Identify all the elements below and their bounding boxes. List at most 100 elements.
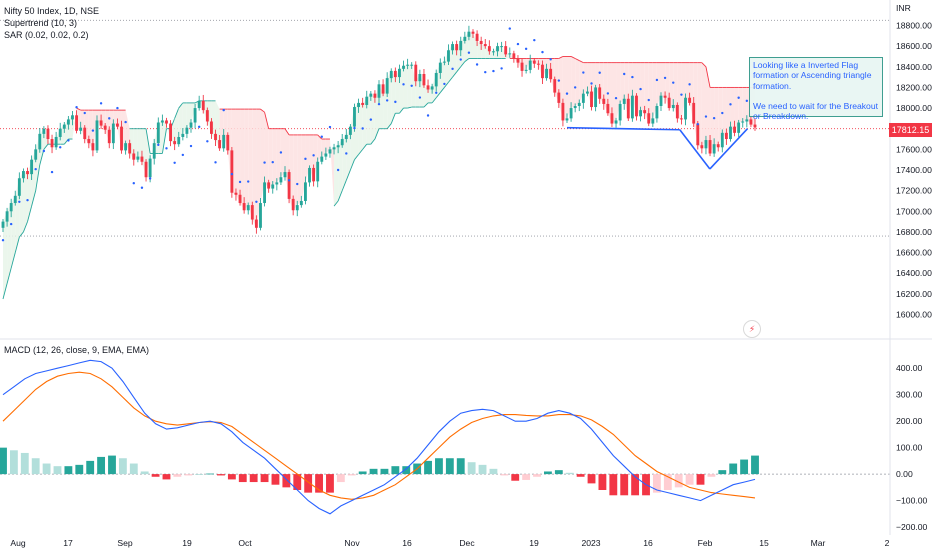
macd-tick-label: 100.00 <box>896 443 923 453</box>
macd-legend[interactable]: MACD (12, 26, close, 9, EMA, EMA) <box>4 345 150 355</box>
trend-line <box>566 126 680 131</box>
macd-histogram-bar <box>31 458 40 475</box>
supertrend-fill-segment <box>681 62 686 120</box>
candle-body <box>71 115 74 120</box>
supertrend-fill-segment <box>280 128 285 178</box>
supertrend-fill-segment <box>244 109 249 211</box>
candle-body <box>156 122 160 144</box>
macd-histogram-bar <box>86 460 95 475</box>
macd-histogram-bar <box>631 474 640 496</box>
supertrend-fill-segment <box>346 126 351 181</box>
supertrend-fill-segment <box>718 87 723 148</box>
candle-body <box>753 124 757 128</box>
supertrend-fill-segment <box>329 139 335 207</box>
time-tick-label: 16 <box>402 538 412 548</box>
supertrend-fill-segment <box>710 87 715 154</box>
macd-histogram-bar <box>20 452 29 475</box>
candle-body <box>483 44 487 47</box>
price-tick-label: 17000.00 <box>896 206 932 216</box>
macd-pane[interactable] <box>0 359 890 515</box>
supertrend-fill-segment <box>501 46 506 59</box>
supertrend-fill-segment <box>186 102 191 128</box>
sar-dot <box>623 72 626 76</box>
sar-dot <box>492 69 495 73</box>
supertrend-legend[interactable]: Supertrend (10, 3) <box>4 18 78 28</box>
sar-dot <box>279 151 283 154</box>
symbol-title[interactable]: Nifty 50 Index, 1D, NSE <box>4 6 100 16</box>
sar-dot <box>42 149 46 153</box>
candle-body <box>414 64 418 82</box>
candle-body <box>328 149 332 154</box>
macd-histogram-bar <box>238 474 247 483</box>
supertrend-line-segment <box>284 128 290 136</box>
supertrend-line-segment <box>43 143 49 150</box>
candle-body <box>369 93 373 97</box>
candle-body <box>111 123 115 144</box>
sar-legend[interactable]: SAR (0.02, 0.02, 0.2) <box>4 30 89 40</box>
time-tick-label: Sep <box>117 538 133 548</box>
macd-histogram-bar <box>358 471 367 475</box>
lightning-icon[interactable]: ⚡ <box>743 320 761 338</box>
supertrend-line-segment <box>145 128 151 154</box>
sar-dot <box>197 125 201 129</box>
candle-body <box>38 133 42 150</box>
macd-histogram-bar <box>445 458 454 475</box>
candle-body <box>26 171 29 175</box>
macd-tick-label: 400.00 <box>896 363 923 373</box>
candle-body <box>724 132 728 140</box>
supertrend-line-segment <box>260 108 265 113</box>
time-tick-label: 19 <box>529 538 539 548</box>
macd-histogram-bar <box>173 474 182 477</box>
candle-body <box>140 156 144 162</box>
price-pane[interactable] <box>0 19 890 300</box>
sar-dot <box>435 91 438 94</box>
sar-dot <box>647 98 650 102</box>
supertrend-line-segment <box>444 81 449 88</box>
candle-body <box>463 36 467 41</box>
candle-body <box>312 167 316 182</box>
macd-histogram-bar <box>304 474 313 493</box>
candle-body <box>541 64 544 79</box>
supertrend-line-segment <box>35 164 41 191</box>
supertrend-fill-segment <box>252 109 257 228</box>
sar-dot <box>320 135 323 138</box>
candle-body <box>95 120 99 151</box>
candle-body <box>557 92 561 103</box>
candle-body <box>279 177 283 183</box>
macd-histogram-bar <box>685 474 694 485</box>
supertrend-line-segment <box>705 66 711 88</box>
candle-body <box>79 127 83 131</box>
supertrend-fill-segment <box>272 128 277 185</box>
candle-body <box>75 115 78 131</box>
candle-body <box>353 107 356 127</box>
candle-body <box>5 211 9 222</box>
macd-histogram-bar <box>217 474 225 476</box>
supertrend-fill-segment <box>268 128 273 189</box>
macd-histogram-bar <box>118 458 127 475</box>
macd-histogram-bar <box>75 464 84 475</box>
candle-body <box>152 143 156 159</box>
supertrend-line-segment <box>337 190 343 202</box>
macd-histogram-bar <box>227 474 236 480</box>
candle-body <box>62 124 66 129</box>
supertrend-fill-segment <box>23 171 28 232</box>
macd-histogram-bar <box>565 472 574 475</box>
supertrend-fill-segment <box>219 109 224 149</box>
supertrend-line-segment <box>374 128 380 140</box>
candle-body <box>745 119 749 122</box>
candle-body <box>451 44 454 51</box>
sar-dot <box>18 200 21 203</box>
supertrend-fill-segment <box>3 211 8 300</box>
sar-dot <box>737 96 740 99</box>
currency-label: INR <box>896 3 911 13</box>
candle-body <box>210 121 213 134</box>
candle-body <box>54 136 58 148</box>
annotation-box[interactable]: Looking like a Inverted Flag formation o… <box>749 57 883 121</box>
candle-body <box>553 79 557 93</box>
supertrend-fill-segment <box>705 66 711 154</box>
macd-histogram-bar <box>140 471 149 475</box>
supertrend-fill-segment <box>505 53 510 59</box>
candle-body <box>471 31 475 34</box>
candle-body <box>671 104 675 109</box>
macd-tick-label: 0.00 <box>896 469 913 479</box>
